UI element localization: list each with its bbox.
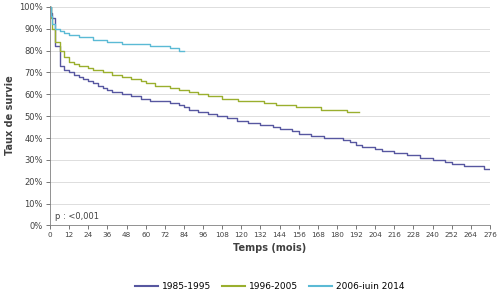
2006-juin 2014 xyxy=(128,42,134,46)
2006-juin 2014 xyxy=(47,5,53,9)
2006-juin 2014 xyxy=(176,49,182,52)
1985-1995 xyxy=(487,167,493,170)
2006-juin 2014 xyxy=(172,47,177,50)
1985-1995 xyxy=(385,149,391,153)
2006-juin 2014 xyxy=(133,42,139,46)
1996-2005 xyxy=(138,79,144,83)
2006-juin 2014 xyxy=(71,34,77,37)
1985-1995 xyxy=(142,97,148,100)
2006-juin 2014 xyxy=(124,42,130,46)
2006-juin 2014 xyxy=(56,29,62,33)
2006-juin 2014 xyxy=(48,23,54,26)
Text: p : <0,001: p : <0,001 xyxy=(55,212,99,221)
2006-juin 2014 xyxy=(76,36,82,39)
2006-juin 2014 xyxy=(100,38,105,41)
2006-juin 2014 xyxy=(162,45,168,48)
1996-2005 xyxy=(104,71,110,74)
Y-axis label: Taux de survie: Taux de survie xyxy=(5,76,15,155)
2006-juin 2014 xyxy=(48,14,54,17)
1996-2005 xyxy=(47,5,53,9)
1996-2005 xyxy=(344,110,349,114)
2006-juin 2014 xyxy=(138,42,144,46)
1996-2005 xyxy=(95,68,101,72)
2006-juin 2014 xyxy=(109,40,115,44)
Line: 2006-juin 2014: 2006-juin 2014 xyxy=(50,7,184,51)
1985-1995 xyxy=(219,114,225,118)
2006-juin 2014 xyxy=(90,38,96,41)
1985-1995 xyxy=(480,167,486,170)
2006-juin 2014 xyxy=(181,49,187,52)
1996-2005 xyxy=(306,106,312,109)
2006-juin 2014 xyxy=(157,45,163,48)
2006-juin 2014 xyxy=(80,36,86,39)
2006-juin 2014 xyxy=(52,27,58,30)
2006-juin 2014 xyxy=(148,45,154,48)
1985-1995 xyxy=(372,147,378,151)
2006-juin 2014 xyxy=(152,45,158,48)
2006-juin 2014 xyxy=(118,42,124,46)
2006-juin 2014 xyxy=(142,42,148,46)
2006-juin 2014 xyxy=(95,38,101,41)
1996-2005 xyxy=(190,90,196,94)
1996-2005 xyxy=(356,110,362,114)
2006-juin 2014 xyxy=(62,32,68,35)
1985-1995 xyxy=(128,95,134,98)
2006-juin 2014 xyxy=(86,36,91,39)
Legend: 1985-1995, 1996-2005, 2006-juin 2014: 1985-1995, 1996-2005, 2006-juin 2014 xyxy=(132,278,408,289)
1996-2005 xyxy=(210,95,216,98)
1985-1995 xyxy=(148,99,154,103)
1985-1995 xyxy=(47,5,53,9)
2006-juin 2014 xyxy=(114,40,120,44)
X-axis label: Temps (mois): Temps (mois) xyxy=(234,242,306,253)
2006-juin 2014 xyxy=(166,47,172,50)
Line: 1985-1995: 1985-1995 xyxy=(50,7,490,168)
2006-juin 2014 xyxy=(104,40,110,44)
Line: 1996-2005: 1996-2005 xyxy=(50,7,360,112)
2006-juin 2014 xyxy=(66,34,72,37)
